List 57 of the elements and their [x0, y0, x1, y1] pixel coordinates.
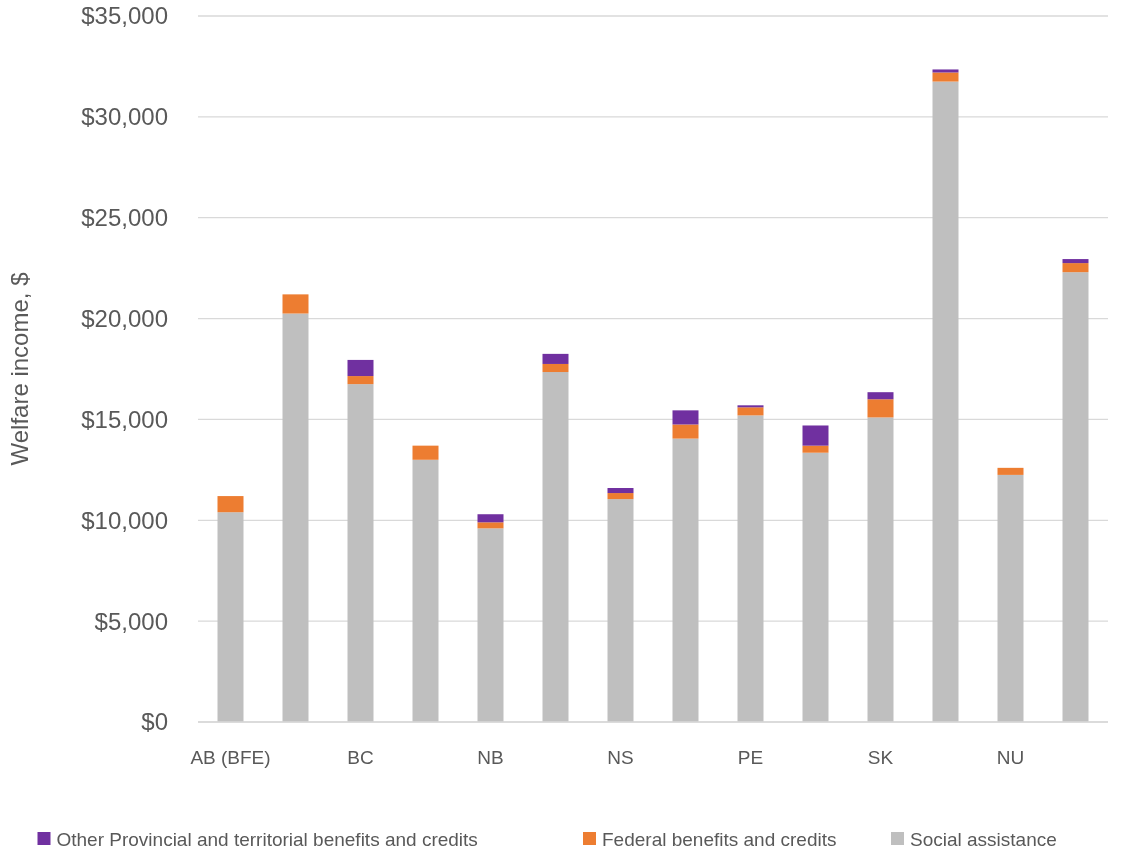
- x-tick-label: SK: [867, 747, 894, 768]
- bar: [672, 410, 699, 425]
- bar: [672, 424, 699, 439]
- y-tick-label: $25,000: [81, 204, 168, 232]
- bar: [347, 376, 374, 385]
- bar: [542, 363, 569, 373]
- bar: [737, 415, 764, 722]
- x-tick-label: BC: [347, 747, 374, 768]
- bar: [282, 294, 309, 314]
- bar: [997, 467, 1024, 475]
- y-axis-title: Welfare income, $: [6, 272, 33, 466]
- bar: [932, 81, 959, 722]
- bar: [932, 69, 959, 73]
- y-tick-label: $20,000: [81, 304, 168, 332]
- bar: [802, 452, 829, 722]
- bar: [347, 384, 374, 722]
- bar: [217, 496, 244, 513]
- bar: [282, 313, 309, 722]
- bar: [672, 438, 699, 722]
- bar: [347, 359, 374, 377]
- legend-label: Other Provincial and territorial benefits and credits: [56, 828, 478, 850]
- y-tick-label: $35,000: [81, 2, 168, 30]
- bar: [737, 405, 764, 408]
- y-tick-label: $15,000: [81, 405, 168, 433]
- bar: [737, 407, 764, 416]
- bar: [932, 72, 959, 82]
- bar: [1062, 263, 1089, 273]
- bar: [802, 425, 829, 446]
- bar: [867, 399, 894, 418]
- bar: [1062, 259, 1089, 264]
- bar: [412, 445, 439, 460]
- bar: [867, 392, 894, 400]
- bar: [542, 372, 569, 722]
- x-tick-label: NU: [996, 747, 1025, 768]
- x-tick-label: NB: [477, 747, 504, 768]
- legend-label: Social assistance: [910, 828, 1057, 850]
- bar: [607, 499, 634, 722]
- y-tick-label: $0: [141, 708, 168, 736]
- bar: [607, 493, 634, 500]
- bar: [412, 459, 439, 722]
- bar: [477, 522, 504, 529]
- bar: [477, 528, 504, 722]
- bar: [217, 512, 244, 722]
- y-tick-label: $5,000: [94, 607, 168, 635]
- bar: [542, 353, 569, 364]
- legend-label: Federal benefits and credits: [602, 828, 837, 850]
- bar: [607, 488, 634, 494]
- bar: [867, 417, 894, 722]
- x-tick-label: NS: [607, 747, 634, 768]
- y-tick-label: $30,000: [81, 103, 168, 131]
- x-tick-label: AB (BFE): [190, 747, 271, 768]
- y-tick-label: $10,000: [81, 506, 168, 534]
- bar: [802, 445, 829, 453]
- bar: [997, 474, 1024, 722]
- bar: [477, 514, 504, 523]
- x-tick-label: PE: [737, 747, 764, 768]
- bar: [1062, 272, 1089, 722]
